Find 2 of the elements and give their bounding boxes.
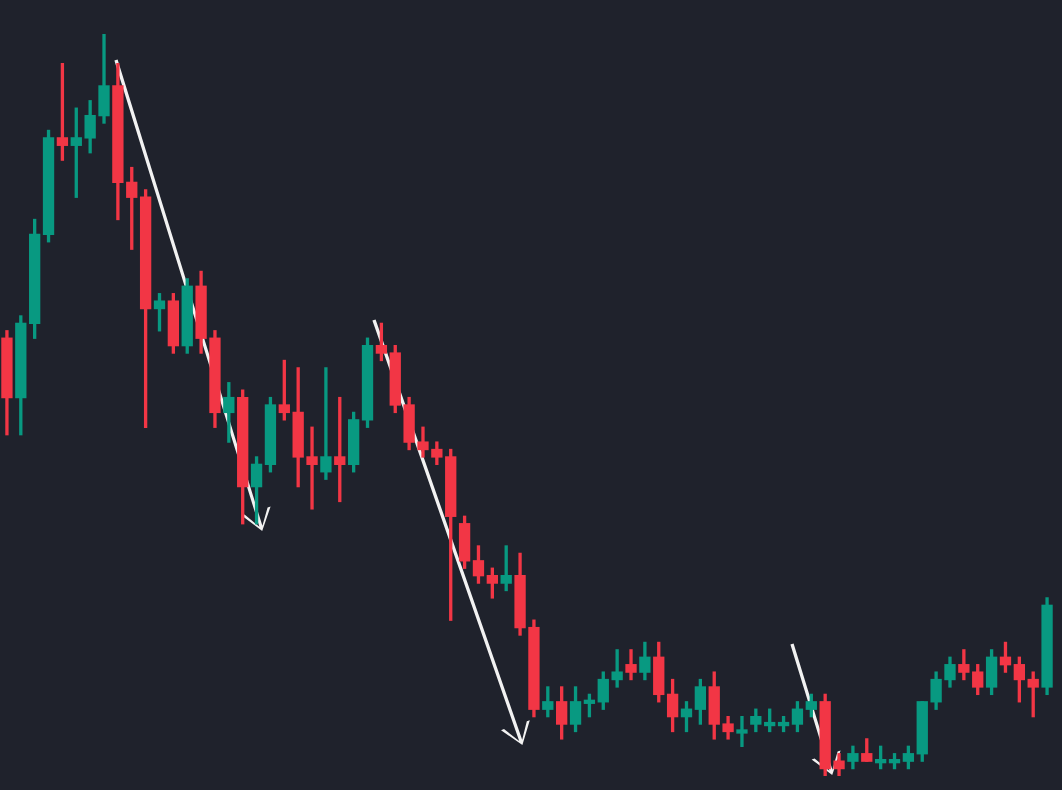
candlestick (736, 715, 748, 747)
candlestick (320, 367, 332, 480)
